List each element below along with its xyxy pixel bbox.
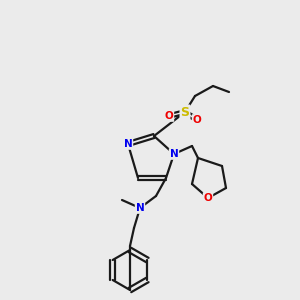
Text: N: N	[169, 149, 178, 159]
Text: S: S	[181, 106, 190, 118]
Text: O: O	[204, 193, 212, 203]
Text: O: O	[165, 111, 173, 121]
Text: O: O	[193, 115, 201, 125]
Text: N: N	[124, 139, 132, 149]
Text: N: N	[136, 203, 144, 213]
